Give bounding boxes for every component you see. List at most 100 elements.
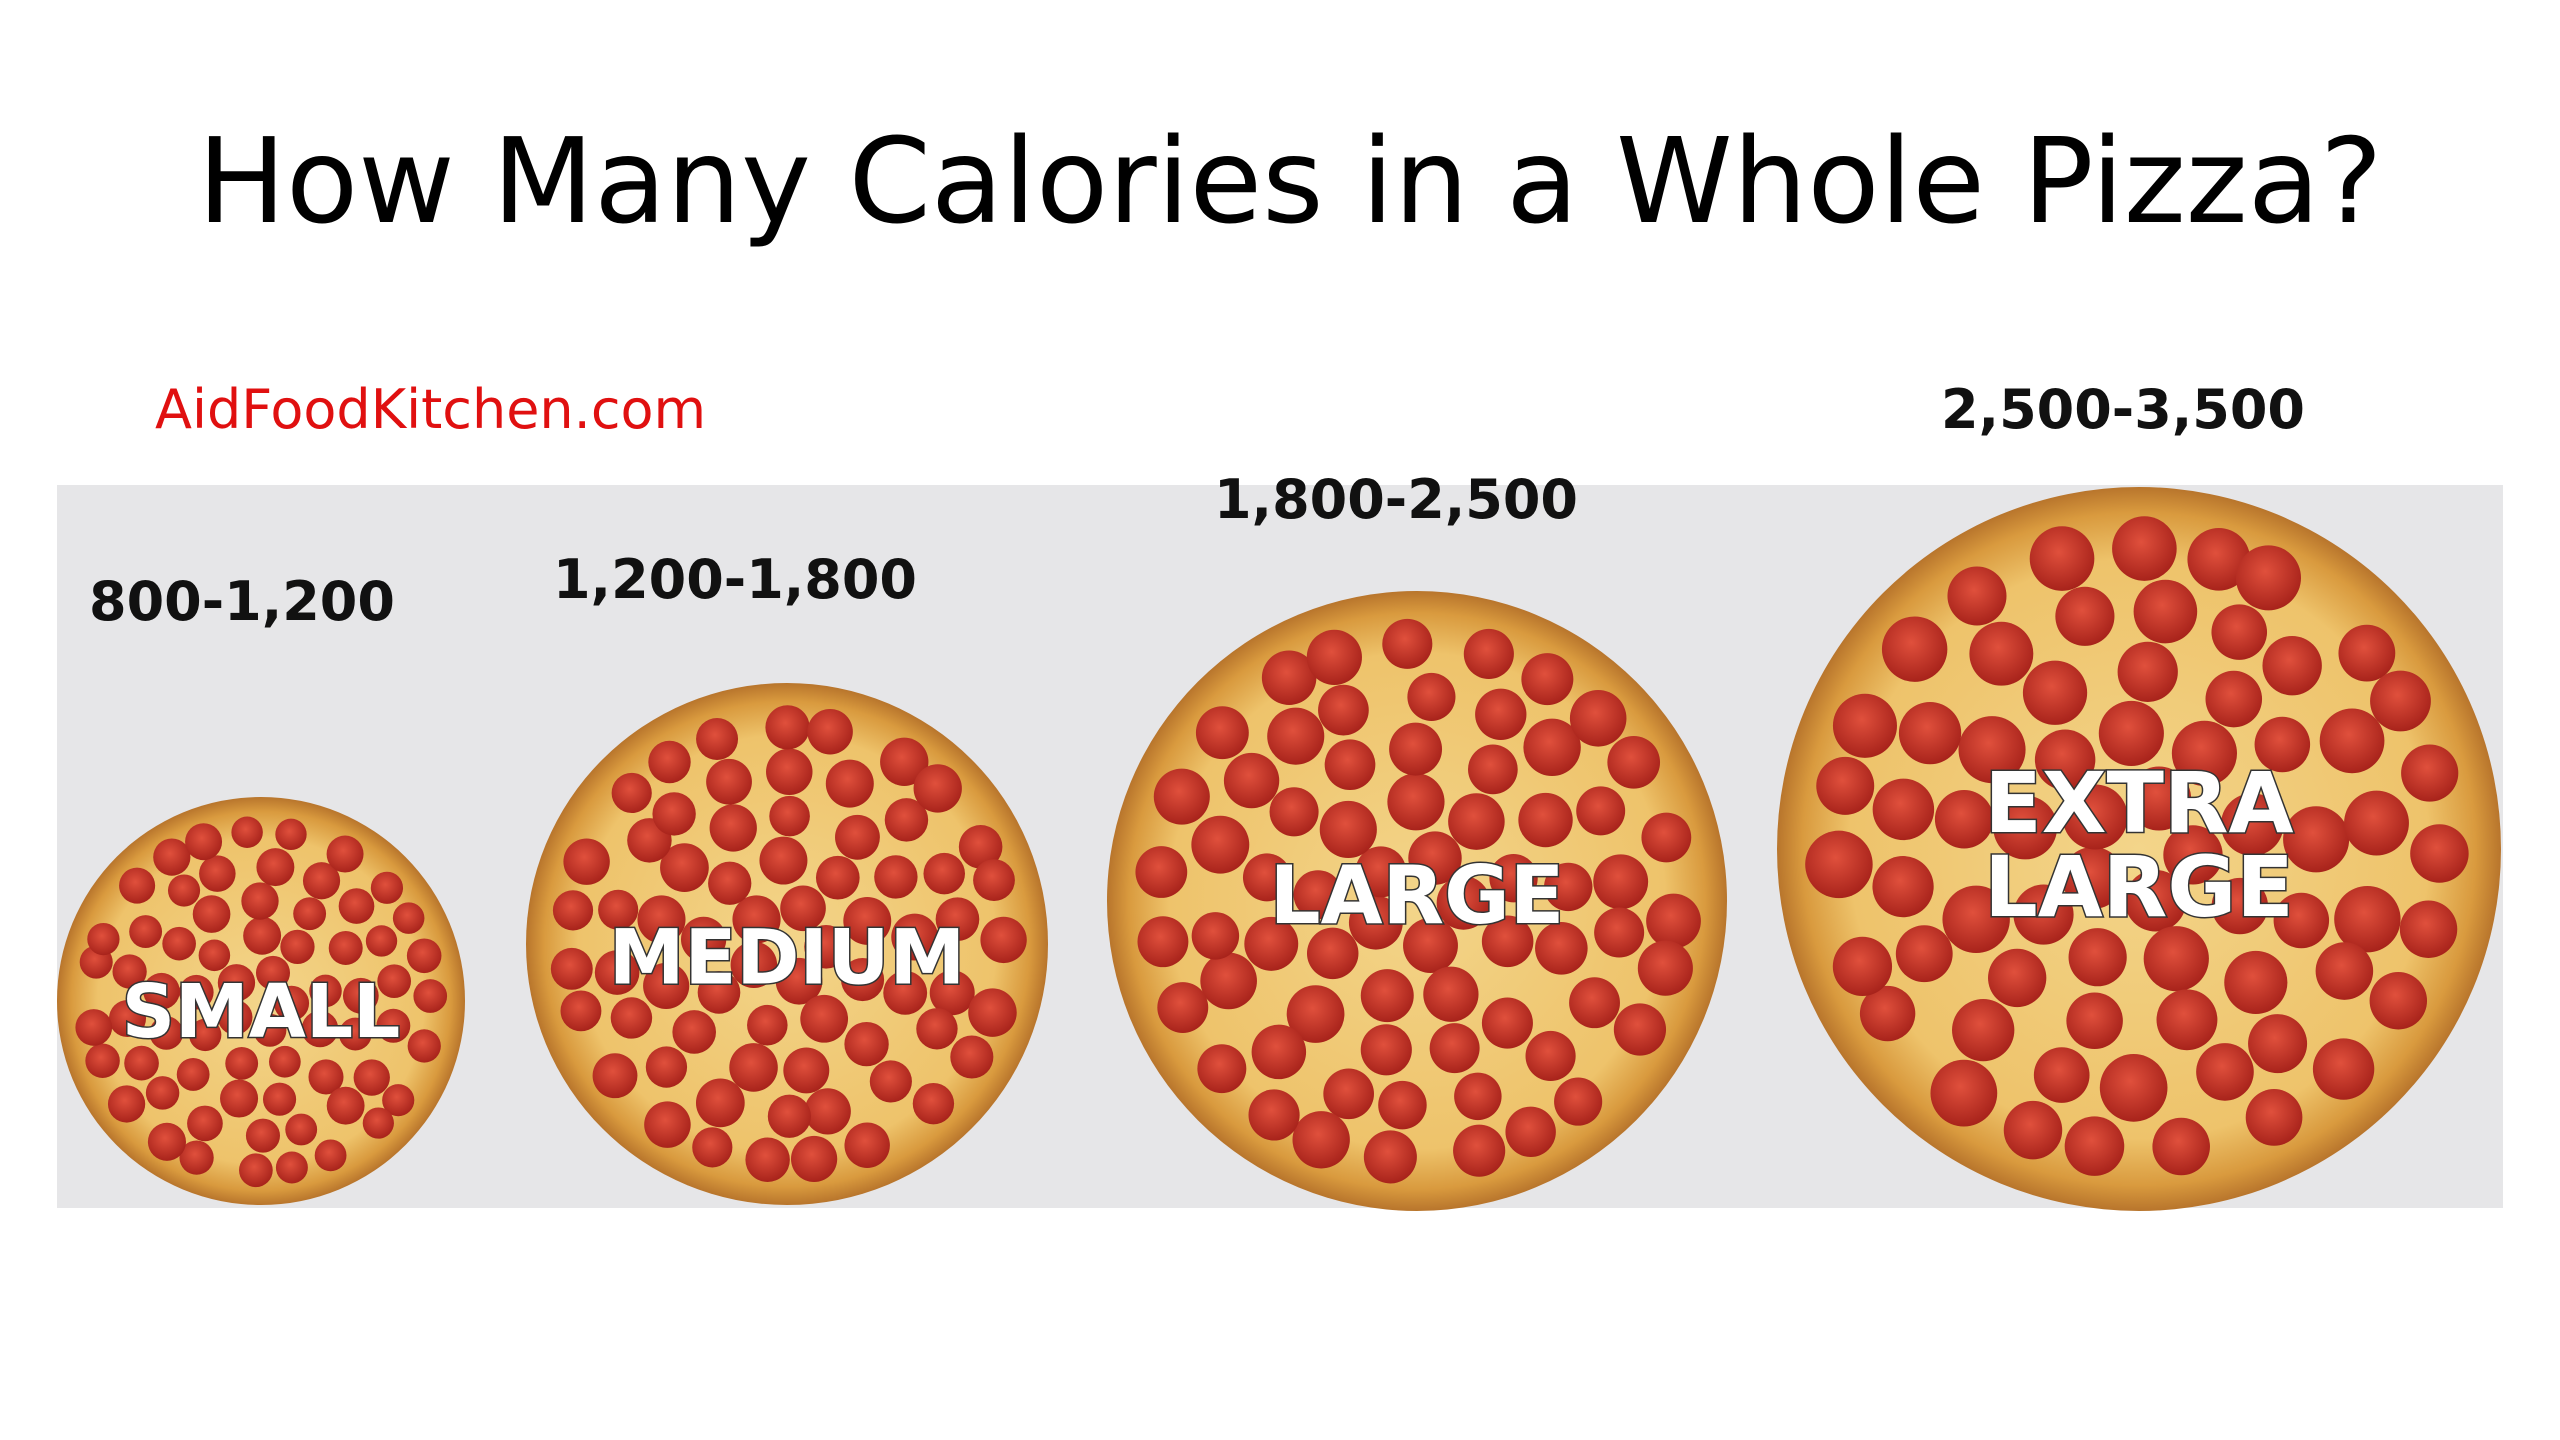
- pepperoni: [1463, 628, 1514, 679]
- pepperoni: [1988, 948, 2047, 1008]
- pepperoni: [2401, 744, 2459, 802]
- pepperoni: [308, 1059, 344, 1095]
- pepperoni: [550, 947, 593, 990]
- pepperoni: [1898, 701, 1962, 765]
- pepperoni: [637, 895, 686, 944]
- pepperoni: [697, 971, 741, 1014]
- pepperoni: [1872, 856, 1934, 918]
- pepperoni: [326, 835, 364, 873]
- pepperoni: [309, 974, 342, 1008]
- pepperoni: [256, 848, 295, 887]
- pepperoni: [1436, 876, 1491, 930]
- pepperoni: [1360, 1024, 1412, 1076]
- pepperoni: [1360, 969, 1414, 1023]
- pepperoni: [1348, 895, 1403, 950]
- pepperoni: [2061, 846, 2125, 910]
- pepperoni: [800, 994, 849, 1043]
- pepperoni: [342, 977, 379, 1014]
- pepperoni: [1318, 684, 1369, 736]
- pepperoni: [239, 1153, 273, 1188]
- pepperoni: [706, 758, 752, 805]
- pepperoni: [153, 838, 191, 876]
- pepperoni: [217, 999, 253, 1035]
- pepperoni: [1261, 650, 1317, 705]
- pepperoni: [1523, 718, 1581, 777]
- pepperoni: [1448, 793, 1505, 850]
- pepperoni: [652, 792, 696, 836]
- pepperoni: [2410, 824, 2469, 883]
- pepperoni: [1934, 790, 1994, 849]
- pepperoni: [825, 759, 874, 808]
- pepperoni: [563, 838, 610, 885]
- pepperoni: [1306, 927, 1359, 980]
- pepperoni: [2062, 784, 2128, 850]
- pepperoni: [187, 1105, 223, 1142]
- pepperoni: [2211, 604, 2268, 660]
- pepperoni: [1286, 985, 1345, 1043]
- pepperoni: [2066, 992, 2123, 1049]
- pepperoni: [1569, 690, 1627, 747]
- pepperoni: [874, 855, 918, 899]
- pepperoni: [1269, 787, 1319, 837]
- pepperoni: [147, 1122, 186, 1161]
- pepperoni: [1407, 672, 1456, 721]
- pepperoni: [255, 955, 291, 990]
- pepperoni: [2224, 950, 2288, 1015]
- pepperoni: [2098, 700, 2164, 766]
- calorie-range: 1,200-1,800: [553, 548, 917, 611]
- pepperoni: [1355, 846, 1407, 898]
- pepperoni: [262, 1082, 297, 1116]
- pepperoni: [1969, 621, 2034, 686]
- pepperoni: [2315, 942, 2374, 1000]
- pepperoni: [1267, 707, 1325, 765]
- pepperoni: [1881, 616, 1948, 682]
- pepperoni: [2334, 885, 2401, 953]
- pepperoni: [1525, 1030, 1576, 1082]
- pepperoni: [767, 1094, 812, 1138]
- pepperoni: [1930, 1059, 1998, 1127]
- pepperoni: [1454, 1072, 1502, 1121]
- pepperoni: [807, 708, 853, 755]
- pepperoni: [804, 1088, 851, 1135]
- pepperoni: [732, 895, 781, 944]
- pepperoni: [2399, 900, 2458, 958]
- pepperoni: [280, 929, 315, 964]
- pepperoni: [365, 925, 398, 957]
- pepperoni: [1958, 716, 2026, 784]
- pepperoni: [2003, 1100, 2063, 1160]
- pepperoni: [119, 867, 156, 904]
- pepperoni: [1993, 795, 2058, 860]
- pepperoni: [2033, 1047, 2090, 1103]
- pepperoni: [1544, 862, 1593, 912]
- pepperoni: [2283, 806, 2350, 873]
- pepperoni: [176, 1057, 210, 1091]
- source: AidFoodKitchen.com: [155, 378, 706, 441]
- pepperoni: [2156, 989, 2218, 1051]
- pepperoni: [1319, 800, 1377, 859]
- pepperoni: [314, 1139, 347, 1172]
- pepperoni: [916, 1008, 958, 1050]
- pepperoni: [643, 962, 690, 1009]
- pepperoni: [769, 795, 810, 837]
- pepperoni: [696, 717, 739, 760]
- pepperoni: [253, 1013, 287, 1047]
- pepperoni: [2344, 790, 2409, 856]
- pepperoni: [1607, 735, 1661, 789]
- pepperoni: [2235, 545, 2301, 611]
- pepperoni: [338, 1017, 372, 1051]
- pepperoni: [695, 1078, 745, 1128]
- calorie-range: 1,800-2,500: [1214, 468, 1578, 531]
- pepperoni: [644, 1101, 691, 1148]
- pepperoni: [1387, 773, 1445, 831]
- pepperoni: [1137, 916, 1189, 968]
- pepperoni: [973, 859, 1015, 902]
- pepperoni: [1157, 982, 1209, 1033]
- pepperoni: [2127, 766, 2192, 831]
- pepperoni: [2187, 527, 2251, 591]
- pepperoni: [2055, 586, 2115, 646]
- pepperoni: [1872, 778, 1935, 841]
- pepperoni: [2124, 869, 2187, 932]
- pepperoni: [328, 930, 363, 965]
- pepperoni: [1637, 940, 1693, 996]
